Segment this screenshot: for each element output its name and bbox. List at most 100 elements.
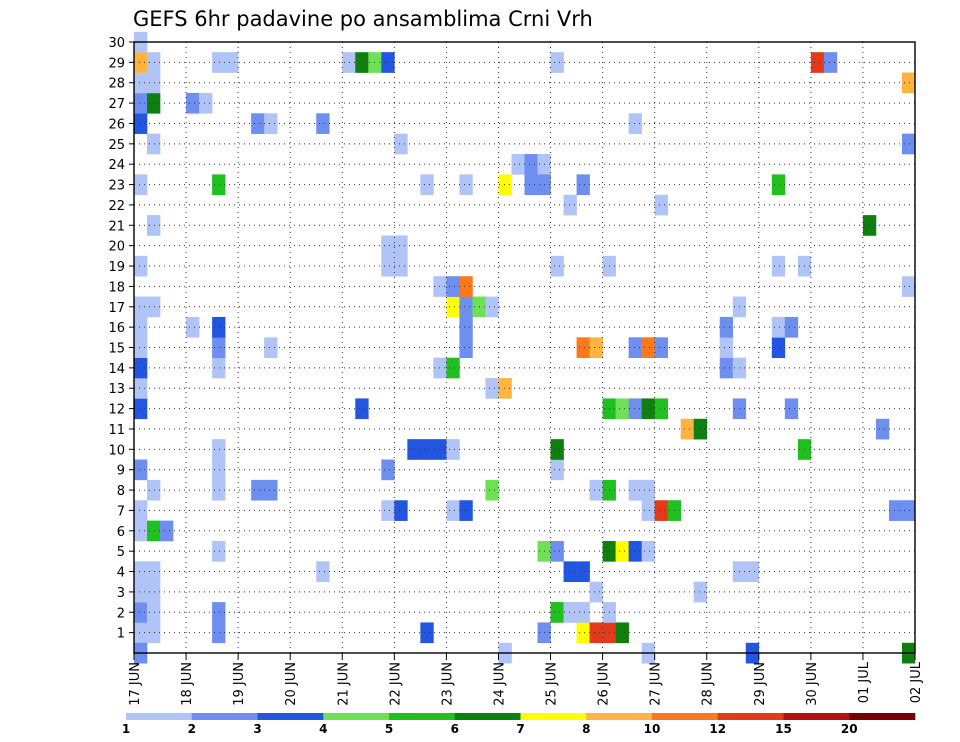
data-cell <box>212 540 226 562</box>
data-cell <box>212 357 226 379</box>
data-cell <box>459 316 473 338</box>
x-tick-label: 30 JUN <box>805 662 820 706</box>
data-cell <box>628 540 642 562</box>
data-cell <box>654 194 668 216</box>
y-tick-label: 1 <box>117 627 125 642</box>
colorbar-label: 10 <box>644 722 661 736</box>
y-tick-label: 28 <box>108 77 125 92</box>
data-cell <box>134 357 148 379</box>
x-tick-label: 17 JUN <box>128 662 143 706</box>
data-cell <box>381 235 395 257</box>
data-cell <box>147 622 161 644</box>
data-cell <box>446 357 460 379</box>
data-cell <box>134 337 148 358</box>
data-cell <box>342 52 356 73</box>
data-cell <box>147 561 161 583</box>
data-cell <box>459 337 473 358</box>
y-tick-label: 7 <box>117 504 125 519</box>
data-cell <box>212 337 226 358</box>
data-cell <box>420 174 434 196</box>
data-cell <box>511 154 525 175</box>
data-cell <box>563 561 577 583</box>
data-cell <box>563 194 577 216</box>
x-tick-label: 26 JUN <box>597 662 612 706</box>
data-cell <box>147 92 161 114</box>
data-cell <box>264 113 278 134</box>
data-cell <box>134 296 148 318</box>
x-tick-label: 01 JUL <box>857 661 872 703</box>
colorbar-label: 2 <box>188 722 196 736</box>
data-cell <box>147 72 161 94</box>
data-cell <box>212 316 226 338</box>
data-cell <box>745 561 760 583</box>
y-tick-label: 26 <box>108 117 125 132</box>
colorbar-swatch <box>586 713 653 720</box>
x-tick-label: 29 JUN <box>753 662 768 706</box>
x-axis: 17 JUN 18 JUN 19 JUN 20 JUN 21 JUN 22 JUN 23 J… <box>128 653 924 706</box>
y-tick-label: 30 <box>108 36 125 51</box>
data-cell <box>420 622 434 644</box>
data-cell <box>134 52 148 73</box>
data-cell <box>563 602 577 623</box>
colorbar: 1 2 3 4 5 6 7 8 10 12 15 20 <box>122 713 916 736</box>
data-cell <box>810 52 825 73</box>
data-cell <box>550 255 564 277</box>
y-tick-label: 3 <box>117 586 125 601</box>
data-cell <box>264 479 278 501</box>
data-cell <box>641 500 655 521</box>
data-cell <box>381 52 395 73</box>
data-cell <box>134 602 148 623</box>
data-cell <box>199 92 213 114</box>
colorbar-swatch <box>191 713 258 720</box>
data-cell <box>524 174 538 196</box>
data-cell <box>628 479 642 501</box>
data-cell <box>576 174 590 196</box>
x-tick-label: 02 JUL <box>909 661 924 703</box>
data-cell <box>134 378 148 399</box>
x-tick-label: 23 JUN <box>440 662 455 706</box>
data-cell <box>771 337 786 358</box>
data-cell <box>576 337 590 358</box>
colorbar-swatch <box>454 713 521 720</box>
data-cell <box>394 133 408 155</box>
chart-title: GEFS 6hr padavine po ansamblima Crni Vrh <box>133 7 593 31</box>
data-cell <box>680 418 695 440</box>
data-cell <box>498 174 512 196</box>
colorbar-label: 6 <box>451 722 459 736</box>
colorbar-swatch <box>520 713 587 720</box>
colorbar-label: 8 <box>582 722 590 736</box>
x-tick-label: 28 JUN <box>701 662 716 706</box>
data-cell <box>459 174 473 196</box>
data-cell <box>641 398 655 420</box>
data-cell <box>901 133 916 155</box>
data-cell <box>771 255 786 277</box>
data-cell <box>134 520 148 542</box>
x-tick-label: 18 JUN <box>180 662 195 706</box>
data-cell <box>147 520 161 542</box>
data-cell <box>355 398 369 420</box>
data-cell <box>433 439 447 460</box>
y-tick-label: 4 <box>117 566 125 581</box>
data-cell <box>134 316 148 338</box>
data-cell <box>784 316 799 338</box>
colorbar-label: 7 <box>516 722 524 736</box>
data-cell <box>147 296 161 318</box>
colorbar-label: 5 <box>385 722 393 736</box>
data-cell <box>394 500 408 521</box>
data-cell <box>654 398 668 420</box>
data-cell <box>641 540 655 562</box>
data-cell <box>485 479 499 501</box>
colorbar-label: 3 <box>253 722 261 736</box>
data-cell <box>888 500 903 521</box>
y-tick-label: 6 <box>117 525 125 540</box>
y-tick-label: 12 <box>108 403 125 418</box>
data-cell <box>693 581 708 603</box>
data-cell <box>485 296 499 318</box>
data-cell <box>212 622 226 644</box>
data-cell <box>901 72 916 94</box>
data-cell <box>615 540 629 562</box>
data-cell <box>901 276 916 297</box>
data-cell <box>134 500 148 521</box>
data-cell <box>641 479 655 501</box>
data-cell <box>498 378 512 399</box>
